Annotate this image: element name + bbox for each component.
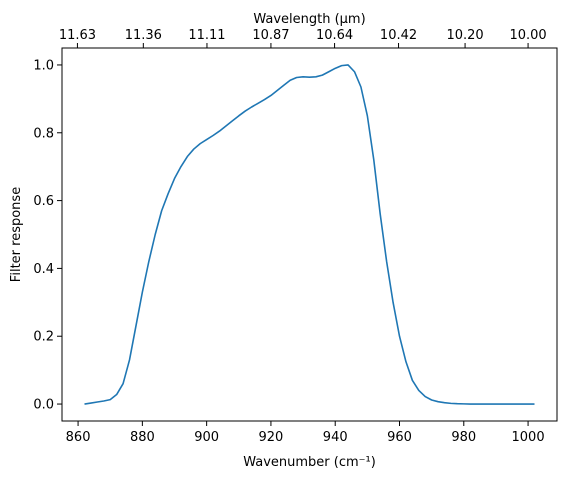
top-tick-label: 10.42 — [380, 28, 417, 43]
x-tick-label: 940 — [323, 430, 348, 445]
top-x-axis-ticks: 11.63 11.36 11.11 10.87 10.64 10.42 10.20 10.00 — [59, 28, 547, 48]
x-tick-label: 1000 — [512, 430, 545, 445]
filter-response-line — [84, 64, 535, 405]
y-tick-label: 0.6 — [33, 194, 54, 209]
x-tick-label: 900 — [194, 430, 219, 445]
plot-frame — [61, 47, 558, 422]
x-tick-label: 960 — [387, 430, 412, 445]
y-tick-label: 0.0 — [33, 398, 54, 413]
top-tick-label: 10.00 — [509, 28, 546, 43]
x-tick-label: 860 — [66, 430, 91, 445]
top-tick-label: 10.87 — [252, 28, 289, 43]
top-tick-label: 11.11 — [188, 28, 225, 43]
y-axis-label: Filter response — [9, 187, 24, 282]
left-y-axis-ticks: 0.0 0.2 0.4 0.6 0.8 1.0 — [33, 58, 62, 413]
top-tick-label: 11.63 — [59, 28, 96, 43]
x-tick-label: 980 — [451, 430, 476, 445]
bottom-x-axis-ticks: 860 880 900 920 940 960 980 1000 — [66, 421, 545, 445]
y-tick-label: 0.8 — [33, 126, 54, 141]
x-axis-label: Wavenumber (cm⁻¹) — [243, 455, 376, 470]
y-tick-label: 0.2 — [33, 330, 54, 345]
y-tick-label: 1.0 — [33, 58, 54, 73]
top-axis-label: Wavelength (μm) — [253, 12, 365, 27]
x-tick-label: 920 — [259, 430, 284, 445]
top-tick-label: 11.36 — [125, 28, 162, 43]
top-tick-label: 10.20 — [446, 28, 483, 43]
y-tick-label: 0.4 — [33, 262, 54, 277]
top-tick-label: 10.64 — [316, 28, 353, 43]
x-tick-label: 880 — [130, 430, 155, 445]
